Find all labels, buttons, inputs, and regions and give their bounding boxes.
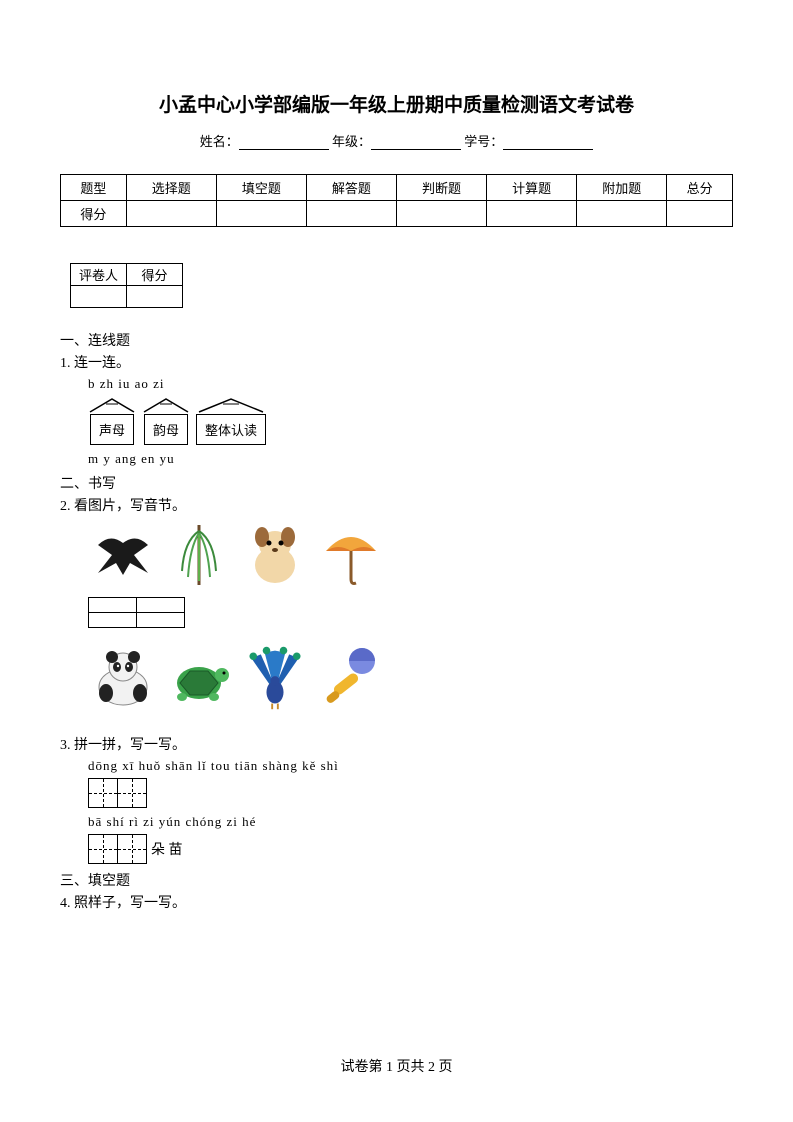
house-label: 声母 [90,414,134,445]
section-1-heading: 一、连线题 [60,330,733,350]
q4-number: 4. 照样子，写一写。 [60,892,733,912]
q2-answer-grid-1[interactable] [88,597,185,628]
score-h5: 计算题 [487,175,577,201]
roof-icon [142,396,190,414]
page-footer: 试卷第 1 页共 2 页 [0,1056,793,1076]
score-h3: 解答题 [306,175,396,201]
grader-label: 评卷人 [71,264,127,286]
house-shengmu: 声母 [88,396,136,445]
score-table: 题型 选择题 填空题 解答题 判断题 计算题 附加题 总分 得分 [60,174,733,227]
dog-icon [240,519,310,591]
id-blank[interactable] [503,136,593,150]
q3-line1: dōng xī huǒ shān lǐ tou tiān shàng kě sh… [88,758,733,774]
exam-title: 小孟中心小学部编版一年级上册期中质量检测语文考试卷 [60,90,733,117]
tianzi-cell[interactable] [88,834,118,864]
score-cell[interactable] [126,201,216,227]
name-blank[interactable] [239,136,329,150]
score-cell[interactable] [306,201,396,227]
grade-blank[interactable] [371,136,461,150]
score-h2: 填空题 [216,175,306,201]
student-info-line: 姓名： 年级： 学号： [60,131,733,150]
score-h4: 判断题 [396,175,486,201]
score-cell[interactable] [487,201,577,227]
score-row-label: 得分 [61,201,127,227]
score-value-row: 得分 [61,201,733,227]
score-cell[interactable] [396,201,486,227]
grader-score-label: 得分 [127,264,183,286]
roof-icon [88,396,136,414]
q1-number: 1. 连一连。 [60,352,733,372]
score-cell[interactable] [667,201,733,227]
id-label: 学号： [464,134,503,149]
q3-grid-2[interactable]: 朵 苗 [88,834,733,864]
score-h0: 题型 [61,175,127,201]
q2-row1-images [88,519,733,591]
q3-grid-1[interactable] [88,778,733,808]
q2-row2-images [88,642,733,714]
house-label: 韵母 [144,414,188,445]
grade-label: 年级： [332,134,371,149]
grader-table: 评卷人 得分 [70,263,183,308]
turtle-icon [164,642,234,714]
grader-cell[interactable] [71,286,127,308]
peacock-icon [240,642,310,714]
tianzi-cell[interactable] [88,778,118,808]
house-yunmu: 韵母 [142,396,190,445]
q3-number: 3. 拼一拼，写一写。 [60,734,733,754]
house-zhengti: 整体认读 [196,396,266,445]
house-label: 整体认读 [196,414,266,445]
grader-score-cell[interactable] [127,286,183,308]
score-h7: 总分 [667,175,733,201]
section-2-heading: 二、书写 [60,473,733,493]
roof-icon [197,396,265,414]
willow-icon [164,519,234,591]
name-label: 姓名： [200,134,239,149]
microphone-icon [316,642,386,714]
q1-bottom-pinyin: m y ang en yu [88,451,733,467]
tianzi-cell[interactable] [117,834,147,864]
panda-icon [88,642,158,714]
q3-tail-text: 朵 苗 [151,839,183,859]
q1-houses: 声母 韵母 整体认读 [88,396,733,445]
score-header-row: 题型 选择题 填空题 解答题 判断题 计算题 附加题 总分 [61,175,733,201]
section-3-heading: 三、填空题 [60,870,733,890]
umbrella-icon [316,519,386,591]
swallow-icon [88,519,158,591]
q1-top-pinyin: b zh iu ao zi [88,376,733,392]
score-cell[interactable] [216,201,306,227]
score-h1: 选择题 [126,175,216,201]
tianzi-cell[interactable] [117,778,147,808]
q3-line2: bā shí rì zi yún chóng zi hé [88,814,733,830]
score-cell[interactable] [577,201,667,227]
q2-number: 2. 看图片，写音节。 [60,495,733,515]
score-h6: 附加题 [577,175,667,201]
